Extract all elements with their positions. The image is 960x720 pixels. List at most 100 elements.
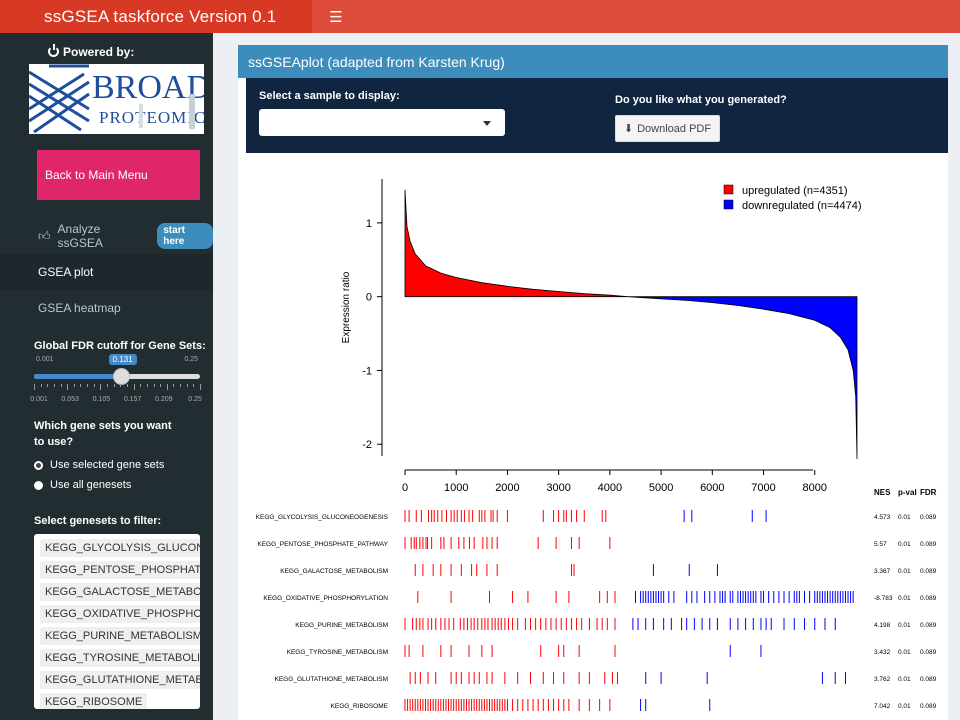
slider-tick	[153, 384, 155, 387]
radio-button[interactable]	[34, 480, 43, 490]
powered-by: Powered by:	[0, 33, 213, 61]
slider-tick-label: 0.001	[30, 396, 48, 403]
slider-tick	[47, 384, 49, 387]
geneset-chip[interactable]: KEGG_OXIDATIVE_PHOSPHORYLATION	[40, 605, 200, 623]
geneset-chip[interactable]: KEGG_PURINE_METABOLISM	[40, 627, 200, 645]
table-header: NES	[874, 488, 891, 497]
slider-tick	[107, 384, 109, 387]
slider-handle[interactable]	[112, 368, 130, 385]
pval-value: 0.01	[898, 622, 911, 629]
sample-select[interactable]	[259, 109, 505, 136]
x-tick-label: 4000	[598, 482, 622, 494]
sidebar-item-label: GSEA plot	[38, 265, 94, 279]
caret-down-icon	[483, 121, 491, 126]
sidebar-item-gsea-plot[interactable]: GSEA plot	[0, 254, 213, 290]
fdr-value: 0.089	[920, 595, 937, 602]
slider-min-label: 0.001	[36, 356, 54, 363]
geneset-chip[interactable]: KEGG_TYROSINE_METABOLISM	[40, 649, 200, 667]
pval-value: 0.01	[898, 676, 911, 683]
download-pdf-button[interactable]: ⬇︎ Download PDF	[615, 115, 720, 142]
fdr-cutoff-label: Global FDR cutoff for Gene Sets:	[34, 340, 206, 352]
nes-value: 7.042	[874, 703, 891, 710]
app-header: ssGSEA taskforce Version 0.1 ☰	[0, 0, 960, 33]
x-tick-label: 5000	[649, 482, 673, 494]
pval-value: 0.01	[898, 568, 911, 575]
pval-value: 0.01	[898, 649, 911, 656]
slider-tick	[193, 384, 195, 387]
x-tick-label: 8000	[803, 482, 827, 494]
slider-tick	[34, 384, 35, 390]
slider-tick-label: 0.25	[188, 396, 202, 403]
y-tick-label: 0	[366, 292, 372, 304]
legend-label: upregulated (n=4351)	[742, 185, 848, 197]
nes-value: 3.367	[874, 568, 891, 575]
geneset-filter-select[interactable]: KEGG_GLYCOLYSIS_GLUCONEOGENESIS KEGG_PEN…	[34, 534, 200, 709]
slider-tick	[60, 384, 62, 387]
fdr-slider[interactable]: 0.001 0.25 0.131 0.001 0.053 0.105 0.157 0.2…	[30, 354, 202, 416]
table-header: p-val	[898, 488, 917, 497]
back-to-main-menu-button[interactable]: Back to Main Menu	[37, 150, 200, 200]
geneset-chip[interactable]: KEGG_RIBOSOME	[40, 693, 148, 709]
y-tick-label: -2	[362, 439, 372, 451]
geneset-name: KEGG_TYROSINE_METABOLISM	[287, 649, 388, 656]
sidebar-item-label: Analyze ssGSEA	[57, 222, 103, 250]
geneset-name: KEGG_OXIDATIVE_PHOSPHORYLATION	[263, 595, 388, 602]
slider-tick	[126, 384, 128, 387]
legend-label: downregulated (n=4474)	[742, 200, 862, 212]
geneset-chip[interactable]: KEGG_GALACTOSE_METABOLISM	[40, 583, 200, 601]
sidebar-item-analyze-ssgsea[interactable]: 👍︎ Analyze ssGSEA start here	[0, 218, 213, 254]
radio-use-all[interactable]: Use all genesets	[0, 475, 213, 495]
slider-tick	[200, 384, 201, 390]
broad-proteomics-logo: BROAD PROTEOMICS	[29, 64, 204, 134]
radio-button[interactable]	[34, 460, 43, 470]
geneset-chip[interactable]: KEGG_PENTOSE_PHOSPHATE_PATHWAY	[40, 561, 200, 579]
nes-value: 3.762	[874, 676, 891, 683]
slider-value-label: 0.131	[108, 354, 137, 365]
hamburger-icon[interactable]: ☰	[329, 8, 343, 26]
x-tick-label: 6000	[700, 482, 724, 494]
svg-text:BROAD: BROAD	[92, 69, 204, 106]
ssgsea-plot-panel: ssGSEAplot (adapted from Karsten Krug) S…	[238, 45, 948, 720]
legend-swatch	[723, 184, 734, 195]
slider-tick	[166, 384, 168, 390]
filter-genesets-label: Select genesets to filter:	[34, 515, 162, 527]
slider-tick	[87, 384, 89, 387]
y-tick-label: 1	[366, 218, 372, 230]
geneset-chip[interactable]: KEGG_GLUTATHIONE_METABOLISM	[40, 671, 200, 689]
radio-use-selected[interactable]: Use selected gene sets	[0, 455, 213, 475]
geneset-name: KEGG_GLYCOLYSIS_GLUCONEOGENESIS	[256, 514, 389, 521]
download-icon: ⬇︎	[623, 123, 634, 135]
fdr-value: 0.089	[920, 703, 937, 710]
thumbs-up-icon: 👍︎	[38, 228, 51, 243]
nes-value: 3.432	[874, 649, 891, 656]
slider-tick-label: 0.105	[92, 396, 111, 403]
slider-tick	[186, 384, 188, 387]
geneset-chip[interactable]: KEGG_GLYCOLYSIS_GLUCONEOGENESIS	[40, 539, 200, 557]
panel-title: ssGSEAplot (adapted from Karsten Krug)	[238, 45, 948, 78]
download-pdf-label: Download PDF	[637, 122, 712, 135]
nes-value: -8.783	[874, 595, 893, 602]
sidebar-item-gsea-heatmap[interactable]: GSEA heatmap	[0, 290, 213, 326]
slider-tick-label: 0.053	[61, 396, 79, 403]
fdr-value: 0.089	[920, 622, 937, 629]
power-icon	[48, 44, 59, 57]
radio-label: Use selected gene sets	[50, 459, 165, 471]
x-tick-label: 1000	[444, 482, 468, 494]
nes-value: 5.57	[874, 541, 887, 548]
table-header: FDR	[920, 488, 937, 497]
slider-tick	[40, 384, 42, 387]
pval-value: 0.01	[898, 703, 911, 710]
x-tick-label: 0	[402, 482, 408, 494]
slider-tick	[67, 384, 69, 390]
slider-max-label: 0.25	[184, 356, 198, 363]
downregulated-area	[627, 296, 858, 460]
slider-tick	[160, 384, 162, 387]
slider-tick	[93, 384, 95, 387]
geneset-name: KEGG_PURINE_METABOLISM	[295, 622, 388, 629]
geneset-name: KEGG_PENTOSE_PHOSPHATE_PATHWAY	[257, 541, 388, 548]
slider-tick	[120, 384, 122, 387]
legend-swatch	[723, 199, 734, 210]
slider-tick	[133, 384, 135, 390]
app-title-area: ssGSEA taskforce Version 0.1	[0, 0, 312, 33]
svg-text:PROTEOMICS: PROTEOMICS	[99, 108, 204, 127]
